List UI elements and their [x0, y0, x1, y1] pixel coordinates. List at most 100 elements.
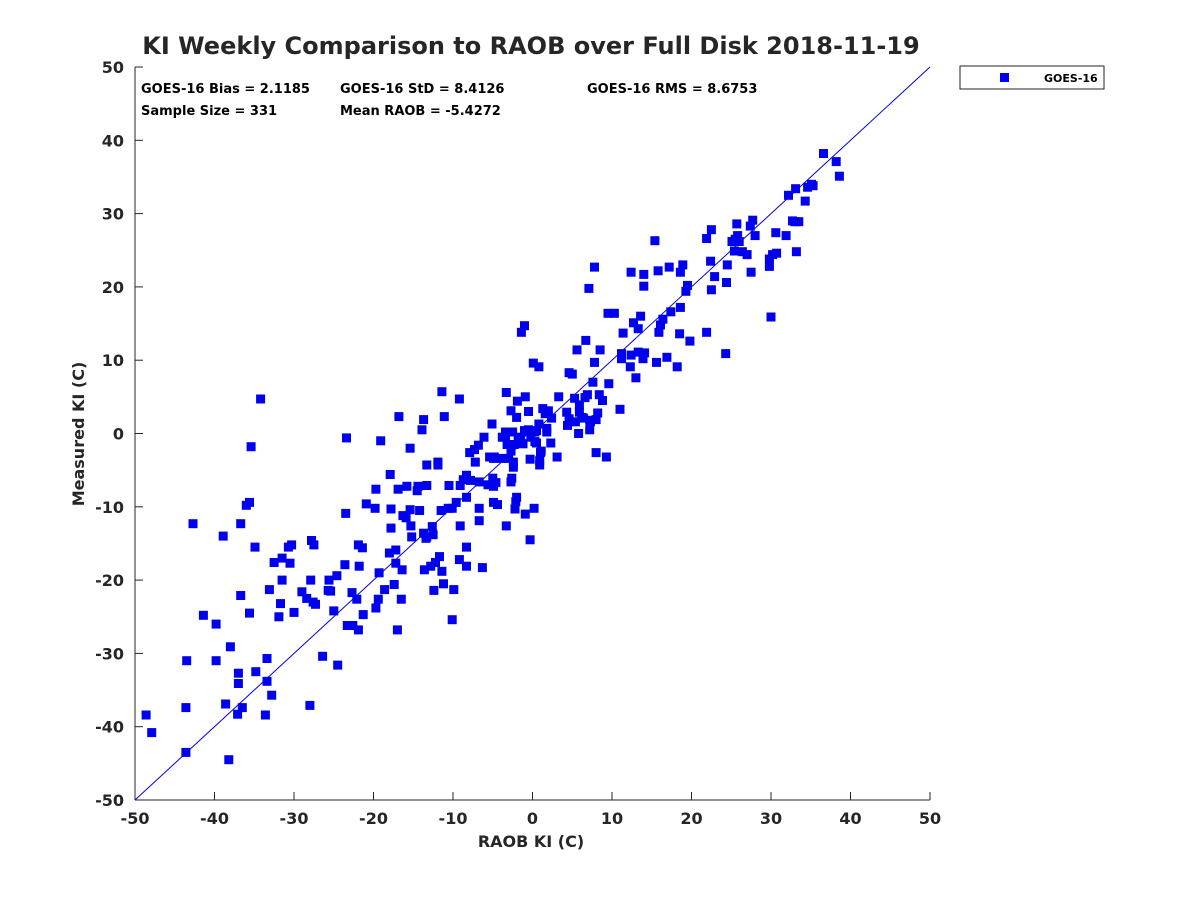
x-tick-label: -40 — [200, 809, 229, 828]
data-point — [394, 412, 404, 422]
data-point — [603, 308, 613, 318]
data-point — [373, 594, 383, 604]
data-point — [444, 481, 454, 490]
data-point — [631, 373, 641, 383]
data-point — [510, 504, 520, 514]
data-point — [439, 579, 448, 589]
data-point — [666, 307, 676, 317]
data-point — [534, 419, 544, 429]
data-point — [808, 181, 818, 191]
x-tick-label: 20 — [680, 809, 702, 828]
data-point — [455, 521, 465, 531]
data-point — [750, 231, 760, 241]
data-point — [617, 354, 626, 364]
data-point — [595, 345, 605, 355]
x-tick-label: -50 — [121, 809, 150, 828]
data-point — [370, 503, 380, 513]
data-point — [681, 286, 691, 296]
data-point — [582, 390, 592, 400]
data-point — [552, 452, 562, 462]
data-point — [524, 425, 533, 435]
data-point — [262, 654, 272, 663]
data-point — [598, 396, 607, 405]
data-point — [285, 558, 295, 568]
data-point — [678, 260, 688, 270]
data-point — [181, 703, 191, 713]
data-point — [198, 610, 208, 620]
data-point — [354, 561, 364, 571]
data-point — [431, 558, 440, 567]
data-point — [506, 406, 516, 416]
chart-title: KI Weekly Comparison to RAOB over Full D… — [142, 32, 919, 60]
data-point — [181, 747, 191, 757]
data-point — [536, 446, 546, 456]
data-point — [422, 481, 432, 490]
data-point — [563, 420, 572, 430]
data-point — [250, 542, 260, 552]
data-point — [251, 667, 261, 677]
data-point — [547, 413, 557, 423]
data-point — [791, 247, 801, 257]
data-point — [564, 414, 574, 424]
data-point — [535, 460, 545, 470]
data-points — [141, 149, 844, 765]
data-point — [604, 379, 614, 389]
data-point — [831, 157, 841, 167]
data-point — [656, 320, 665, 330]
data-point — [353, 625, 363, 635]
data-point — [218, 531, 228, 541]
data-point — [591, 448, 601, 458]
data-point — [625, 362, 635, 372]
data-point — [532, 438, 541, 448]
data-point — [401, 513, 411, 523]
y-tick-label: -20 — [95, 571, 124, 590]
data-point — [470, 457, 480, 467]
data-point — [528, 358, 538, 368]
y-tick-label: 50 — [102, 58, 124, 77]
data-point — [721, 349, 731, 359]
data-point — [710, 272, 720, 282]
data-point — [543, 406, 553, 416]
data-point — [800, 196, 810, 206]
data-point — [508, 462, 518, 472]
data-point — [233, 668, 243, 678]
data-point — [407, 532, 417, 542]
data-point — [221, 699, 231, 709]
data-point — [417, 425, 427, 435]
data-point — [326, 586, 336, 596]
data-point — [685, 336, 695, 346]
data-point — [664, 262, 674, 272]
x-axis-ticks: -50 -40 -30 -20 -10 0 10 20 30 40 50 — [121, 792, 941, 828]
data-point — [358, 610, 368, 620]
data-point — [633, 347, 643, 357]
data-point — [525, 535, 535, 545]
data-point — [491, 478, 501, 488]
stat-std: GOES-16 StD = 8.4126 — [340, 82, 504, 97]
x-tick-label: 30 — [760, 809, 782, 828]
data-point — [771, 228, 781, 238]
data-point — [428, 530, 438, 540]
data-point — [376, 436, 386, 446]
data-point — [574, 400, 584, 410]
data-point — [352, 594, 362, 604]
data-point — [672, 362, 682, 372]
data-point — [675, 302, 685, 312]
data-point — [591, 415, 601, 425]
data-point — [357, 543, 367, 553]
data-point — [332, 571, 342, 581]
data-point — [462, 470, 471, 480]
data-point — [361, 499, 371, 509]
data-point — [542, 423, 552, 433]
data-point — [141, 710, 151, 720]
data-point — [640, 348, 650, 358]
y-tick-label: 30 — [102, 205, 124, 224]
data-point — [274, 612, 284, 622]
data-point — [333, 660, 343, 670]
x-tick-label: 40 — [839, 809, 861, 828]
data-point — [391, 558, 401, 568]
data-point — [267, 690, 277, 700]
data-point — [733, 231, 743, 241]
data-point — [784, 190, 793, 200]
data-point — [419, 565, 429, 575]
